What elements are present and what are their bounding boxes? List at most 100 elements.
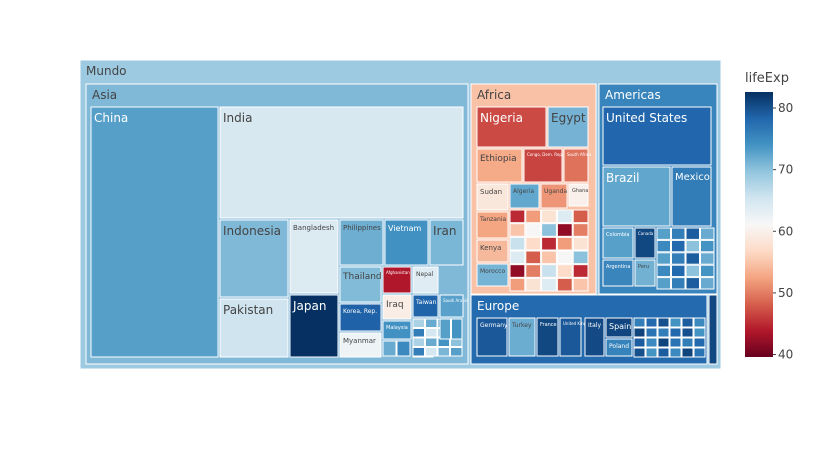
- africa-small-tile[interactable]: [525, 264, 542, 278]
- country-tile-tanzania[interactable]: [476, 211, 509, 239]
- americas-small-tile[interactable]: [700, 239, 715, 253]
- americas-small-tile[interactable]: [685, 264, 700, 278]
- asia-small-tile[interactable]: [412, 347, 425, 357]
- europe-small-tile[interactable]: [657, 347, 670, 358]
- country-tile-india[interactable]: [219, 106, 464, 219]
- country-tile-bangladesh[interactable]: [289, 219, 339, 294]
- europe-small-tile[interactable]: [657, 317, 670, 328]
- africa-small-tile[interactable]: [509, 223, 526, 237]
- asia-small-tile[interactable]: [412, 318, 425, 328]
- africa-small-tile[interactable]: [541, 236, 557, 251]
- country-tile-canada[interactable]: [634, 227, 656, 259]
- africa-small-tile[interactable]: [541, 223, 557, 237]
- africa-small-tile[interactable]: [572, 236, 589, 251]
- europe-small-tile[interactable]: [681, 327, 694, 338]
- country-tile-italy[interactable]: [584, 317, 605, 357]
- country-tile-iran[interactable]: [429, 219, 464, 266]
- americas-small-tile[interactable]: [656, 277, 671, 290]
- europe-small-tile[interactable]: [669, 327, 682, 338]
- americas-small-tile[interactable]: [656, 264, 671, 278]
- americas-small-tile[interactable]: [656, 239, 671, 253]
- asia-small-tile[interactable]: [437, 347, 450, 357]
- asia-small-tile[interactable]: [451, 318, 463, 340]
- americas-small-tile[interactable]: [656, 252, 671, 265]
- asia-small-tile[interactable]: [425, 337, 438, 347]
- americas-small-tile[interactable]: [671, 277, 686, 290]
- europe-small-tile[interactable]: [645, 347, 658, 358]
- asia-small-tile[interactable]: [439, 318, 451, 340]
- europe-small-tile[interactable]: [645, 337, 658, 348]
- africa-small-tile[interactable]: [556, 264, 573, 278]
- country-tile-morocco[interactable]: [476, 263, 509, 287]
- americas-small-tile[interactable]: [685, 239, 700, 253]
- country-tile-vietnam[interactable]: [384, 219, 429, 266]
- country-tile-indonesia[interactable]: [219, 219, 289, 298]
- africa-small-tile[interactable]: [572, 223, 589, 237]
- asia-small-tile[interactable]: [396, 340, 411, 357]
- europe-small-tile[interactable]: [657, 327, 670, 338]
- africa-small-tile[interactable]: [509, 209, 526, 224]
- africa-small-tile[interactable]: [541, 264, 557, 278]
- country-tile-korea-rep[interactable]: [339, 303, 382, 332]
- country-tile-kenya[interactable]: [476, 239, 509, 263]
- africa-small-tile[interactable]: [525, 223, 542, 237]
- americas-small-tile[interactable]: [700, 227, 715, 240]
- europe-small-tile[interactable]: [633, 317, 646, 328]
- asia-small-tile[interactable]: [425, 318, 438, 328]
- asia-small-tile[interactable]: [412, 328, 425, 338]
- europe-small-tile[interactable]: [633, 327, 646, 338]
- asia-small-tile[interactable]: [450, 347, 463, 357]
- americas-small-tile[interactable]: [685, 227, 700, 240]
- country-tile-argentina[interactable]: [602, 259, 634, 287]
- africa-small-tile[interactable]: [556, 223, 573, 237]
- americas-small-tile[interactable]: [700, 277, 715, 290]
- country-tile-taiwan[interactable]: [412, 294, 439, 318]
- africa-small-tile[interactable]: [572, 264, 589, 278]
- country-tile-united-states[interactable]: [602, 106, 712, 166]
- africa-small-tile[interactable]: [556, 209, 573, 224]
- americas-small-tile[interactable]: [700, 252, 715, 265]
- country-tile-peru[interactable]: [634, 259, 656, 287]
- africa-small-tile[interactable]: [509, 250, 526, 265]
- africa-small-tile[interactable]: [525, 236, 542, 251]
- country-tile-china[interactable]: [90, 106, 219, 358]
- country-tile-ghana[interactable]: [568, 183, 589, 207]
- europe-small-tile[interactable]: [657, 337, 670, 348]
- country-tile-poland[interactable]: [605, 338, 633, 357]
- americas-small-tile[interactable]: [671, 227, 686, 240]
- country-tile-colombia[interactable]: [602, 227, 634, 259]
- africa-small-tile[interactable]: [556, 277, 573, 292]
- africa-small-tile[interactable]: [572, 250, 589, 265]
- europe-small-tile[interactable]: [681, 347, 694, 358]
- africa-small-tile[interactable]: [509, 236, 526, 251]
- country-tile-spain[interactable]: [605, 317, 633, 338]
- country-tile-philippines[interactable]: [339, 219, 384, 266]
- asia-small-tile[interactable]: [425, 328, 438, 338]
- country-tile-nepal[interactable]: [412, 266, 439, 294]
- africa-small-tile[interactable]: [556, 250, 573, 265]
- country-tile-japan[interactable]: [289, 294, 339, 358]
- country-tile-ethiopia[interactable]: [476, 148, 523, 183]
- africa-small-tile[interactable]: [541, 209, 557, 224]
- country-tile-pakistan[interactable]: [219, 298, 289, 358]
- europe-small-tile[interactable]: [669, 347, 682, 358]
- americas-small-tile[interactable]: [685, 277, 700, 290]
- africa-small-tile[interactable]: [572, 209, 589, 224]
- americas-small-tile[interactable]: [671, 239, 686, 253]
- africa-small-tile[interactable]: [509, 277, 526, 292]
- africa-small-tile[interactable]: [525, 277, 542, 292]
- country-tile-brazil[interactable]: [602, 166, 671, 227]
- africa-small-tile[interactable]: [509, 264, 526, 278]
- africa-small-tile[interactable]: [541, 250, 557, 265]
- continent-tile-oceania[interactable]: [708, 294, 718, 365]
- americas-small-tile[interactable]: [671, 264, 686, 278]
- country-tile-south-africa[interactable]: [563, 148, 589, 183]
- africa-small-tile[interactable]: [541, 277, 557, 292]
- country-tile-germany[interactable]: [476, 317, 508, 357]
- country-tile-uganda[interactable]: [540, 183, 568, 209]
- africa-small-tile[interactable]: [556, 236, 573, 251]
- europe-small-tile[interactable]: [633, 337, 646, 348]
- europe-small-tile[interactable]: [681, 337, 694, 348]
- country-tile-congo-dem-rep[interactable]: [523, 148, 563, 183]
- europe-small-tile[interactable]: [645, 327, 658, 338]
